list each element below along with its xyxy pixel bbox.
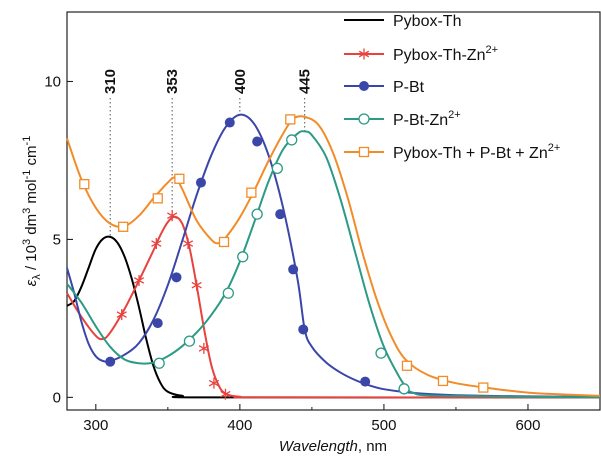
series-line xyxy=(66,130,601,399)
series-marker xyxy=(222,287,234,299)
legend-label: P-Bt xyxy=(393,79,425,96)
legend-label-text: Pybox-Th-Zn xyxy=(393,47,485,64)
series-marker xyxy=(182,238,194,250)
series-marker xyxy=(167,210,178,222)
legend-label-sup: 2+ xyxy=(548,142,561,154)
legend-label: Pybox-Th xyxy=(393,13,461,30)
series-marker xyxy=(251,208,263,220)
series-lines xyxy=(66,113,601,399)
legend-label-text: Pybox-Th + P-Bt + Zn xyxy=(393,145,548,162)
series-marker xyxy=(171,272,182,283)
series-marker xyxy=(152,193,163,204)
legend-label-sup: 2+ xyxy=(485,44,498,56)
series-line xyxy=(66,235,601,399)
x-tick-label: 300 xyxy=(83,417,108,434)
peak-annotations: 310 353 400 445 xyxy=(102,69,314,237)
y-label-exp4: -1 xyxy=(21,136,33,146)
series-marker xyxy=(375,347,387,359)
y-axis: 0 5 10 xyxy=(44,73,73,406)
series-marker xyxy=(174,173,185,184)
y-tick-label: 5 xyxy=(53,231,61,248)
peak-label: 400 xyxy=(232,69,249,94)
y-tick-label: 0 xyxy=(53,389,61,406)
x-tick-label: 600 xyxy=(515,417,540,434)
series-marker xyxy=(152,318,163,329)
series-marker xyxy=(437,375,449,387)
series-marker xyxy=(116,309,127,321)
series-line xyxy=(66,215,601,399)
series-marker xyxy=(198,342,209,354)
y-axis-label: ελ / 103 dm3 mol-1 cm-1 xyxy=(21,136,43,287)
y-label-mid3: cm xyxy=(23,145,40,169)
y-label-pre: / 10 xyxy=(23,245,40,274)
y-label-sub: λ xyxy=(31,274,43,280)
legend-label-text: P-Bt xyxy=(393,79,425,96)
series-marker xyxy=(153,357,165,369)
y-label-exp3: -1 xyxy=(21,170,33,180)
plot-frame xyxy=(66,11,601,411)
series-marker xyxy=(191,279,202,291)
x-axis-label-name: Wavelength xyxy=(279,438,358,455)
x-axis: 300 400 500 600 xyxy=(83,404,540,434)
series-marker xyxy=(195,177,206,188)
series-marker xyxy=(218,236,230,248)
y-label-mid2: mol xyxy=(23,179,40,207)
legend: Pybox-ThPybox-Th-Zn2+P-BtP-Bt-Zn2+Pybox-… xyxy=(344,13,560,162)
y-tick-label: 10 xyxy=(44,73,61,90)
y-label-exp1: 3 xyxy=(21,239,33,245)
x-axis-label: Wavelength, nm xyxy=(279,438,387,455)
legend-swatch-marker xyxy=(358,48,370,60)
series-marker xyxy=(79,179,90,190)
series-marker xyxy=(401,360,413,371)
peak-label: 445 xyxy=(297,69,314,94)
series-marker xyxy=(183,335,196,347)
series-marker xyxy=(360,376,371,387)
legend-label: P-Bt-Zn2+ xyxy=(393,109,461,129)
series-marker xyxy=(398,383,410,395)
legend-label-text: P-Bt-Zn xyxy=(393,112,448,129)
legend-label-sup: 2+ xyxy=(448,109,461,121)
legend-label: Pybox-Th-Zn2+ xyxy=(393,44,498,64)
series-marker xyxy=(275,209,286,220)
series-marker xyxy=(252,136,263,147)
series-line xyxy=(66,115,601,397)
y-label-symbol: ε xyxy=(23,279,40,286)
series-line xyxy=(66,113,601,398)
series-marker xyxy=(208,377,220,389)
series-marker xyxy=(224,117,235,128)
series-marker xyxy=(118,221,129,232)
series-marker xyxy=(286,134,298,146)
legend-swatch-marker xyxy=(359,81,369,91)
legend-label: Pybox-Th + P-Bt + Zn2+ xyxy=(393,142,560,162)
series-marker xyxy=(133,274,145,286)
y-label-exp2: 3 xyxy=(21,208,33,214)
y-label-mid1: dm xyxy=(23,214,40,239)
peak-label: 310 xyxy=(102,69,119,94)
series-markers xyxy=(79,114,489,400)
series-marker xyxy=(478,382,489,393)
x-tick-label: 500 xyxy=(371,417,396,434)
x-tick-label: 400 xyxy=(227,417,252,434)
x-axis-label-unit: , nm xyxy=(358,438,387,455)
series-marker xyxy=(288,264,299,275)
series-marker xyxy=(220,388,231,400)
series-marker xyxy=(285,114,296,125)
series-marker xyxy=(246,187,257,198)
series-marker xyxy=(237,251,249,263)
legend-swatch-marker xyxy=(358,113,370,125)
series-marker xyxy=(271,162,283,175)
legend-swatch-marker xyxy=(358,146,370,158)
peak-label: 353 xyxy=(164,69,181,94)
legend-label-text: Pybox-Th xyxy=(393,13,461,30)
series-marker xyxy=(151,238,162,250)
series-marker xyxy=(298,324,309,335)
series-marker xyxy=(105,356,116,367)
